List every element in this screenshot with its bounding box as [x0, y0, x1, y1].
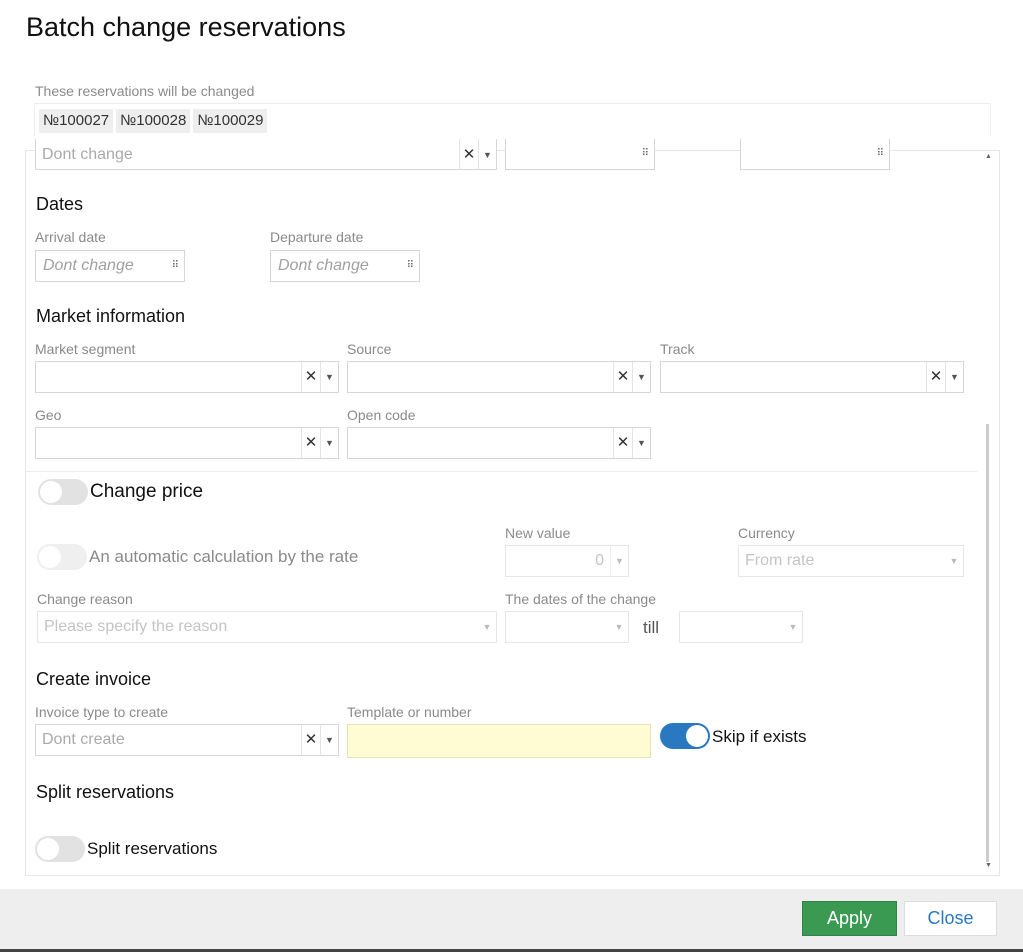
clear-icon[interactable]: ✕ [301, 362, 320, 392]
source-select[interactable]: ✕▼ [347, 361, 651, 393]
new-value-label: New value [505, 525, 570, 541]
geo-label: Geo [35, 407, 61, 423]
chevron-down-icon[interactable]: ▼ [320, 362, 338, 392]
reservation-tag: №100029 [193, 109, 267, 133]
calendar-icon[interactable]: ⠿ [642, 139, 648, 169]
reason-label: Change reason [37, 591, 133, 607]
clear-icon[interactable]: ✕ [459, 139, 478, 169]
split-heading: Split reservations [36, 782, 174, 803]
auto-calc-label: An automatic calculation by the rate [89, 547, 358, 567]
invoice-heading: Create invoice [36, 669, 151, 690]
template-input[interactable] [347, 724, 651, 758]
reservation-tag: №100027 [39, 109, 113, 133]
dialog-title: Batch change reservations [26, 12, 346, 43]
clear-icon[interactable]: ✕ [613, 428, 632, 458]
partial-date-input[interactable]: ⠿ [505, 139, 655, 170]
change-date-from[interactable]: ▼ [505, 611, 629, 643]
calendar-icon[interactable]: ⠿ [877, 139, 883, 169]
geo-select[interactable]: ✕▼ [35, 427, 339, 459]
scrollbar[interactable]: ▲ ▼ [983, 150, 993, 876]
chevron-down-icon[interactable]: ▼ [945, 362, 963, 392]
track-select[interactable]: ✕▼ [660, 361, 964, 393]
chevron-down-icon[interactable]: ▼ [784, 612, 802, 642]
chevron-down-icon[interactable]: ▼ [610, 612, 628, 642]
arrival-label: Arrival date [35, 229, 106, 245]
clear-icon[interactable]: ✕ [613, 362, 632, 392]
segment-label: Market segment [35, 341, 135, 357]
chevron-down-icon[interactable]: ▼ [320, 428, 338, 458]
till-label: till [643, 618, 659, 638]
open-code-label: Open code [347, 407, 416, 423]
dates-heading: Dates [36, 194, 83, 215]
currency-label: Currency [738, 525, 795, 541]
change-dates-label: The dates of the change [505, 591, 656, 607]
change-price-toggle[interactable] [38, 479, 88, 505]
change-price-label: Change price [90, 481, 203, 503]
chevron-down-icon[interactable]: ▼ [610, 546, 628, 576]
reason-select[interactable]: Please specify the reason ▼ [37, 611, 497, 643]
reservations-tags: №100027№100028№100029 [34, 103, 991, 136]
reservations-label: These reservations will be changed [35, 83, 254, 99]
new-value-input[interactable]: 0▼ [505, 545, 629, 577]
calendar-icon[interactable]: ⠿ [172, 251, 178, 281]
open-code-select[interactable]: ✕▼ [347, 427, 651, 459]
currency-select[interactable]: From rate ▼ [738, 545, 964, 577]
skip-if-exists-label: Skip if exists [712, 727, 806, 747]
placeholder: Dont change [43, 257, 134, 274]
close-button[interactable]: Close [904, 901, 997, 936]
change-date-till[interactable]: ▼ [679, 611, 803, 643]
placeholder: Dont change [278, 257, 369, 274]
clear-icon[interactable]: ✕ [301, 725, 320, 755]
divider [26, 471, 977, 472]
market-heading: Market information [36, 306, 185, 327]
track-label: Track [660, 341, 694, 357]
departure-label: Departure date [270, 229, 363, 245]
scrollbar-thumb[interactable] [986, 424, 989, 862]
invoice-type-label: Invoice type to create [35, 704, 168, 720]
currency-value: From rate [745, 552, 814, 569]
invoice-type-select[interactable]: Dont create ✕▼ [35, 724, 339, 756]
apply-button[interactable]: Apply [802, 901, 897, 936]
reservation-tag: №100028 [116, 109, 190, 133]
market-segment-select[interactable]: ✕▼ [35, 361, 339, 393]
chevron-down-icon[interactable]: ▼ [945, 546, 963, 576]
skip-if-exists-toggle[interactable] [660, 723, 710, 749]
source-label: Source [347, 341, 391, 357]
chevron-down-icon[interactable]: ▼ [320, 725, 338, 755]
departure-date-input[interactable]: Dont change ⠿ [270, 250, 420, 282]
partial-select[interactable]: Dont change ✕▼ [35, 139, 497, 170]
partial-date-input[interactable]: ⠿ [740, 139, 890, 170]
invoice-type-value: Dont create [42, 731, 125, 748]
new-value: 0 [595, 552, 604, 569]
chevron-down-icon[interactable]: ▼ [478, 139, 496, 169]
arrival-date-input[interactable]: Dont change ⠿ [35, 250, 185, 282]
split-toggle[interactable] [35, 836, 85, 862]
placeholder: Please specify the reason [44, 618, 227, 635]
select-value: Dont change [42, 146, 133, 163]
clear-icon[interactable]: ✕ [926, 362, 945, 392]
clear-icon[interactable]: ✕ [301, 428, 320, 458]
chevron-down-icon[interactable]: ▼ [478, 612, 496, 642]
chevron-down-icon[interactable]: ▼ [632, 428, 650, 458]
auto-calc-toggle[interactable] [37, 544, 87, 570]
calendar-icon[interactable]: ⠿ [407, 251, 413, 281]
template-label: Template or number [347, 704, 472, 720]
split-label: Split reservations [87, 839, 217, 859]
chevron-down-icon[interactable]: ▼ [632, 362, 650, 392]
